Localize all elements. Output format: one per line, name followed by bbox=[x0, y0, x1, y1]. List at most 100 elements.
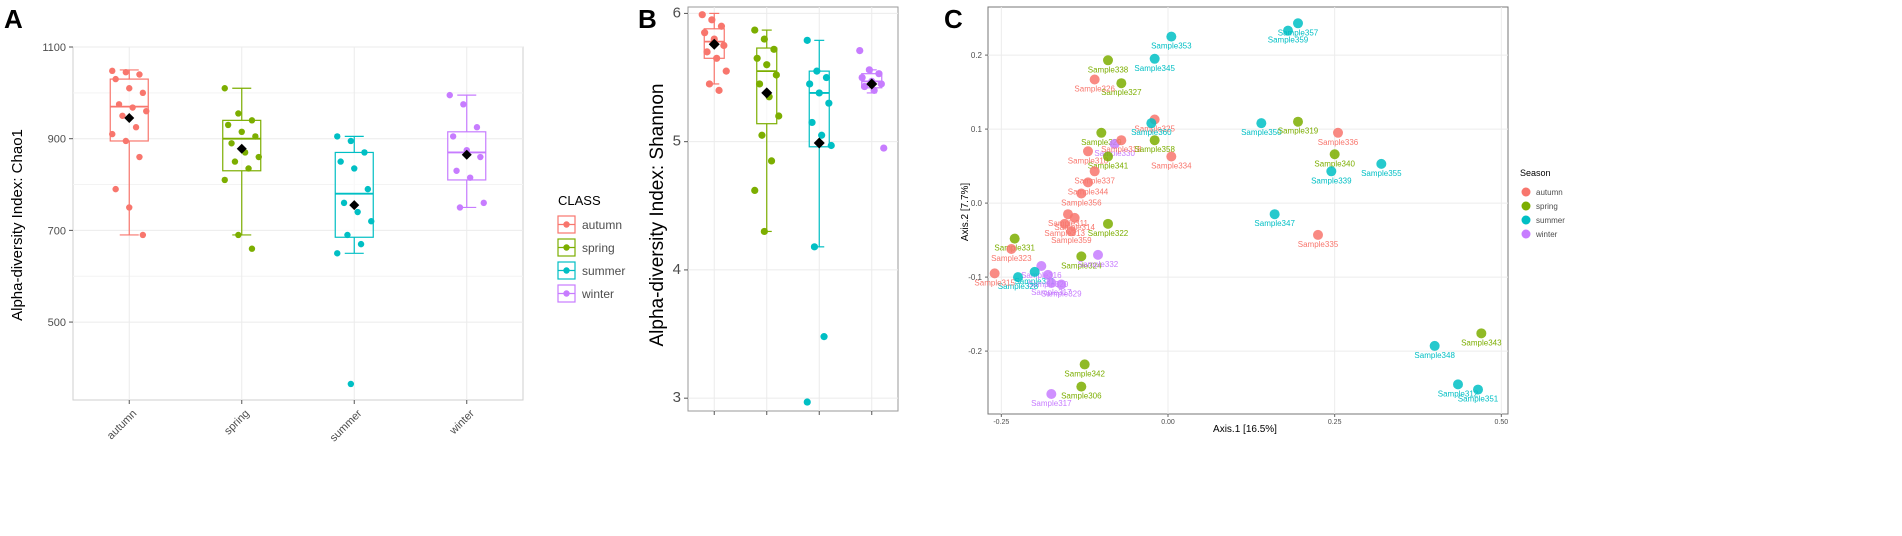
a-mean-winter bbox=[461, 149, 472, 160]
a-point-spring-2 bbox=[248, 117, 256, 124]
c-point-Sample326-6 bbox=[1089, 74, 1100, 85]
b-point-autumn-9 bbox=[705, 80, 714, 88]
b-point-summer-5 bbox=[825, 99, 833, 107]
a-mean-summer bbox=[349, 200, 360, 211]
c-point-label-Sample317-49: Sample317 bbox=[1031, 399, 1072, 408]
c-point-Sample347-30 bbox=[1269, 209, 1280, 220]
a-point-autumn-15 bbox=[126, 204, 133, 211]
b-point-spring-5 bbox=[772, 71, 780, 79]
c-point-label-Sample338-4: Sample338 bbox=[1088, 65, 1129, 74]
a-legend-label-summer: summer bbox=[582, 264, 625, 278]
a-point-autumn-6 bbox=[115, 101, 123, 108]
a-y-tick-label-1: 700 bbox=[48, 225, 66, 237]
c-point-label-Sample326-6: Sample326 bbox=[1074, 85, 1115, 94]
c-point-Sample321-37 bbox=[1029, 266, 1040, 277]
c-x-tick-label-0: -0.25 bbox=[993, 419, 1009, 426]
b-point-summer-3 bbox=[806, 80, 814, 88]
a-point-spring-6 bbox=[228, 140, 235, 147]
c-point-Sample356-24 bbox=[1076, 188, 1087, 199]
c-point-label-Sample306-48: Sample306 bbox=[1061, 392, 1102, 401]
c-point-label-Sample359-28: Sample359 bbox=[1051, 236, 1092, 245]
a-point-autumn-16 bbox=[139, 231, 147, 239]
a-point-spring-0 bbox=[221, 85, 228, 92]
a-point-winter-0 bbox=[446, 91, 453, 99]
a-point-spring-13 bbox=[248, 245, 256, 252]
c-point-label-Sample324-34: Sample324 bbox=[1061, 261, 1102, 270]
b-point-spring-3 bbox=[753, 54, 761, 62]
b-point-summer-7 bbox=[818, 131, 826, 139]
b-point-summer-6 bbox=[808, 118, 816, 127]
b-point-autumn-8 bbox=[722, 67, 730, 75]
b-mean-summer bbox=[813, 137, 825, 149]
c-y-tick-label-2: 0.0 bbox=[971, 199, 983, 208]
c-y-tick-label-0: 0.2 bbox=[971, 51, 983, 60]
panel-c-legend: Season autumn spring summer winter bbox=[1520, 168, 1565, 239]
b-point-spring-2 bbox=[770, 45, 778, 53]
c-point-Sample334-18 bbox=[1166, 151, 1177, 162]
a-point-autumn-3 bbox=[112, 75, 119, 83]
a-point-autumn-4 bbox=[126, 85, 133, 92]
c-legend-key-summer bbox=[1521, 215, 1531, 225]
c-point-Sample320-38 bbox=[1043, 269, 1053, 280]
c-point-Sample315-40 bbox=[989, 268, 1000, 279]
a-point-autumn-0 bbox=[109, 67, 116, 75]
a-point-summer-10 bbox=[357, 240, 365, 248]
a-point-winter-1 bbox=[460, 101, 467, 108]
a-mean-autumn bbox=[124, 113, 135, 124]
a-point-summer-1 bbox=[347, 137, 355, 145]
c-point-Sample353-2 bbox=[1166, 31, 1177, 42]
a-legend-label-spring: spring bbox=[582, 241, 615, 255]
b-point-spring-9 bbox=[758, 131, 766, 139]
c-point-label-Sample341-17: Sample341 bbox=[1088, 161, 1129, 170]
a-point-autumn-9 bbox=[119, 112, 126, 119]
c-legend-key-spring bbox=[1521, 201, 1531, 211]
a-point-summer-9 bbox=[344, 231, 351, 239]
c-point-Sample359-28 bbox=[1066, 226, 1077, 237]
c-point-Sample360-11 bbox=[1146, 118, 1157, 129]
c-point-Sample340-19 bbox=[1329, 149, 1340, 160]
c-legend-label-summer: summer bbox=[1536, 216, 1565, 225]
b-point-winter-5 bbox=[877, 80, 885, 88]
a-point-summer-12 bbox=[347, 380, 355, 388]
panel-a-legend-title: CLASS bbox=[558, 193, 601, 208]
a-point-autumn-10 bbox=[132, 124, 140, 131]
b-y-tick-label-2: 5 bbox=[673, 133, 681, 150]
b-point-spring-1 bbox=[760, 35, 768, 43]
a-point-summer-2 bbox=[361, 149, 368, 156]
a-point-winter-3 bbox=[449, 133, 457, 140]
c-point-label-Sample322-29: Sample322 bbox=[1088, 229, 1129, 238]
c-point-label-Sample353-2: Sample353 bbox=[1151, 42, 1192, 51]
b-point-winter-8 bbox=[880, 144, 888, 152]
a-point-summer-5 bbox=[364, 185, 372, 193]
b-point-summer-0 bbox=[803, 36, 811, 44]
c-point-label-Sample356-24: Sample356 bbox=[1061, 198, 1102, 207]
c-point-label-Sample314-26: Sample314 bbox=[1054, 223, 1095, 232]
panel-a-letter: A bbox=[4, 4, 23, 34]
a-point-autumn-8 bbox=[143, 107, 150, 115]
c-point-Sample329-12 bbox=[1096, 127, 1107, 138]
a-legend-label-autumn: autumn bbox=[582, 218, 622, 232]
c-point-Sample343-43 bbox=[1476, 328, 1487, 339]
b-point-autumn-3 bbox=[701, 29, 709, 37]
c-point-Sample342-47 bbox=[1079, 359, 1090, 370]
a-legend-key-dot-summer bbox=[563, 267, 570, 274]
panel-c-x-label: Axis.1 [16.5%] bbox=[1213, 424, 1277, 435]
c-point-Sample323-33 bbox=[1006, 243, 1017, 254]
panel-b: B 3 4 5 6 Alpha-diversity Index: Shannon bbox=[638, 4, 899, 415]
a-point-spring-9 bbox=[231, 158, 239, 165]
c-point-Sample319-8 bbox=[1293, 116, 1303, 127]
a-x-tick-label-winter: winter bbox=[447, 407, 477, 437]
panel-c-y-ticks: 0.2 0.1 0.0 -0.1 -0.2 bbox=[968, 51, 988, 356]
a-point-summer-4 bbox=[351, 165, 358, 172]
a-point-autumn-12 bbox=[122, 137, 130, 145]
c-point-label-Sample336-9: Sample336 bbox=[1318, 138, 1359, 147]
b-point-spring-8 bbox=[775, 112, 783, 120]
b-point-winter-3 bbox=[858, 73, 866, 82]
c-point-label-Sample313-27: Sample313 bbox=[1044, 229, 1085, 238]
c-point-label-Sample329-42: Sample329 bbox=[1041, 290, 1082, 299]
a-point-winter-7 bbox=[466, 174, 474, 181]
c-point-label-Sample332-35: Sample332 bbox=[1078, 260, 1119, 269]
a-x-tick-label-summer: summer bbox=[328, 407, 365, 444]
c-point-Sample341-17 bbox=[1103, 151, 1113, 162]
a-point-summer-8 bbox=[368, 218, 375, 225]
